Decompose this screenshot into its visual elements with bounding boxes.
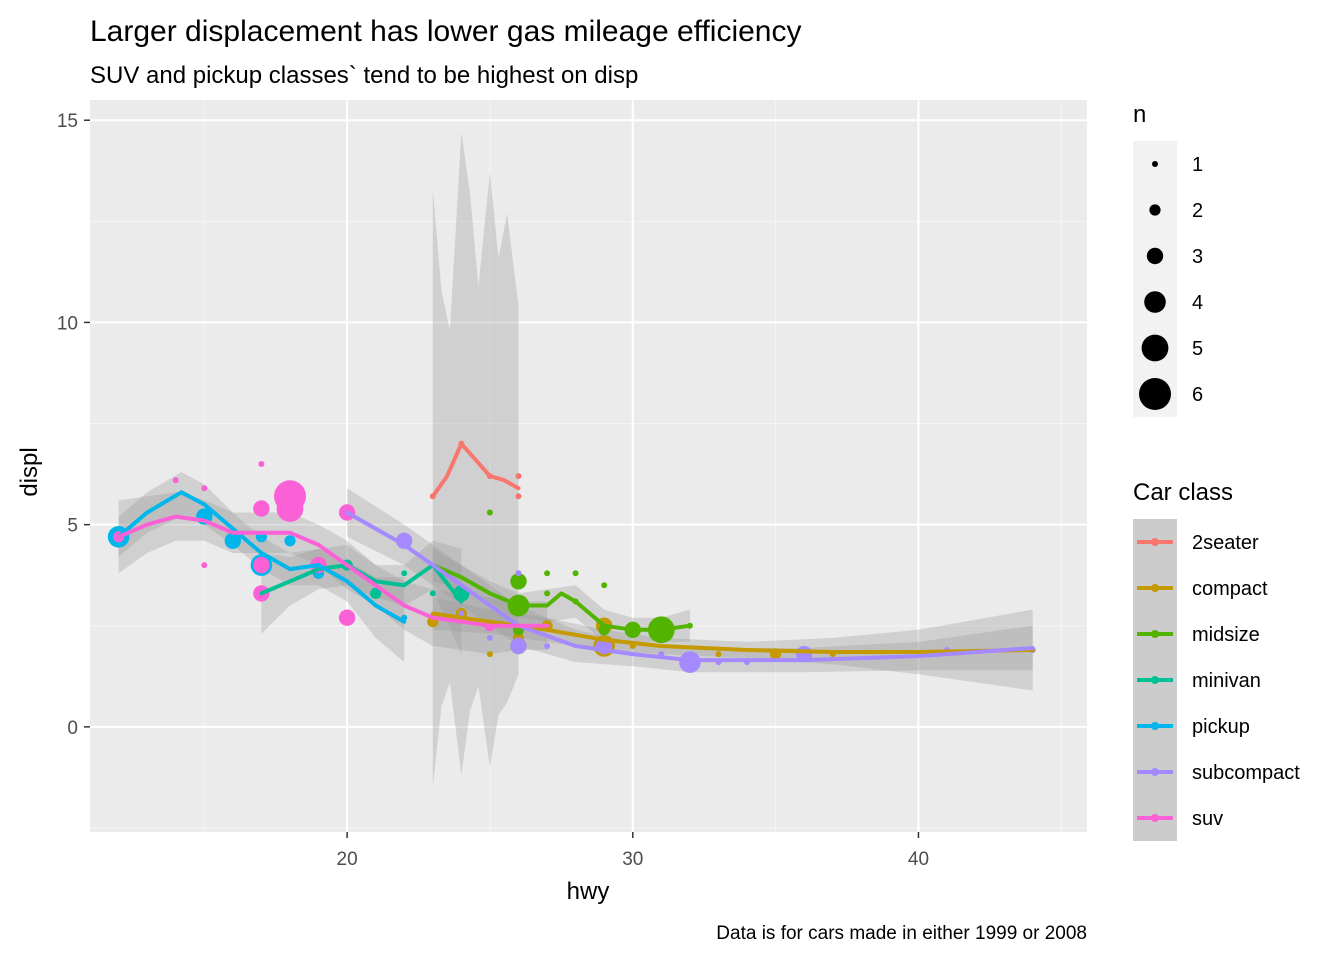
point-suv [274,480,306,513]
point-2seater [515,473,522,480]
point-subcompact [486,634,493,641]
size-legend-label: 2 [1192,200,1203,222]
x-axis: 20 30 40 [337,832,929,870]
point-compact [715,651,722,658]
point-midsize [544,590,551,597]
size-legend-label: 4 [1192,292,1203,314]
color-legend-point [1151,814,1159,822]
smooth-line-subcompact [345,510,1035,663]
point-suv [338,609,356,626]
color-legend-point [1151,584,1159,592]
smooth-line-pickup [116,490,407,624]
size-legend-point [1146,247,1164,265]
color-legend-label: compact [1192,578,1268,600]
point-suv [172,477,179,484]
y-axis: 0 5 10 15 [57,111,90,739]
x-tick-label: 30 [622,849,643,870]
size-legend-label: 5 [1192,338,1203,360]
point-compact [486,651,493,658]
size-legend-point [1149,204,1161,216]
point-midsize [510,573,527,590]
point-minivan [370,587,382,600]
size-legend-point [1141,334,1169,362]
plot-panel [90,100,1087,832]
color-legend-point [1151,722,1159,730]
color-legend-label: subcompact [1192,762,1300,784]
chart-subtitle: SUV and pickup classes` tend to be highe… [90,62,638,89]
point-midsize [544,570,551,577]
color-legend-label: minivan [1192,670,1261,692]
point-minivan [429,590,436,597]
point-suv [258,461,265,467]
point-midsize [572,570,579,577]
size-legend: n 1 2 3 4 5 6 [1133,101,1203,417]
size-legend-point [1139,378,1171,410]
y-tick-label: 0 [67,718,78,739]
y-tick-label: 15 [57,111,78,132]
x-tick-label: 40 [908,849,929,870]
size-legend-point [1144,291,1166,313]
point-subcompact [544,643,551,649]
point-pickup [224,532,241,549]
x-axis-title: hwy [567,878,610,905]
ribbon-compact [432,597,1033,691]
y-tick-label: 10 [57,313,78,334]
point-suv [253,500,270,517]
point-pickup [284,535,296,547]
point-suv [201,485,208,492]
x-tick-label: 20 [337,849,358,870]
color-legend-label: pickup [1192,716,1250,738]
point-midsize [486,509,493,516]
size-legend-point [1152,161,1158,167]
color-legend-point [1151,676,1159,684]
color-legend-title: Car class [1133,479,1233,506]
chart-caption: Data is for cars made in either 1999 or … [716,923,1087,944]
color-legend-label: suv [1192,808,1223,830]
color-legend: Car class 2seater compact midsize minivan pi… [1133,479,1300,841]
y-axis-title: displ [16,447,43,496]
point-suv [201,562,208,569]
size-legend-label: 6 [1192,384,1203,406]
point-2seater [515,493,522,500]
point-suv [253,556,270,574]
size-legend-title: n [1133,101,1146,128]
smooth-line-midsize [430,563,692,632]
color-legend-label: 2seater [1192,532,1259,554]
size-legend-label: 1 [1192,154,1203,176]
smooth-line-2seater [430,441,521,499]
point-minivan [401,570,408,577]
y-tick-label: 5 [67,516,78,537]
panel-background [90,100,1087,832]
chart-title: Larger displacement has lower gas mileag… [90,15,802,48]
point-subcompact [396,532,413,549]
point-subcompact [510,637,527,655]
size-legend-label: 3 [1192,246,1203,268]
color-legend-point [1151,768,1159,776]
point-subcompact [515,570,522,577]
color-legend-point [1151,538,1159,546]
color-legend-point [1151,630,1159,638]
point-midsize [601,582,608,589]
smooth-line-suv [116,514,550,628]
point-subcompact [458,610,465,617]
color-legend-label: midsize [1192,624,1260,646]
